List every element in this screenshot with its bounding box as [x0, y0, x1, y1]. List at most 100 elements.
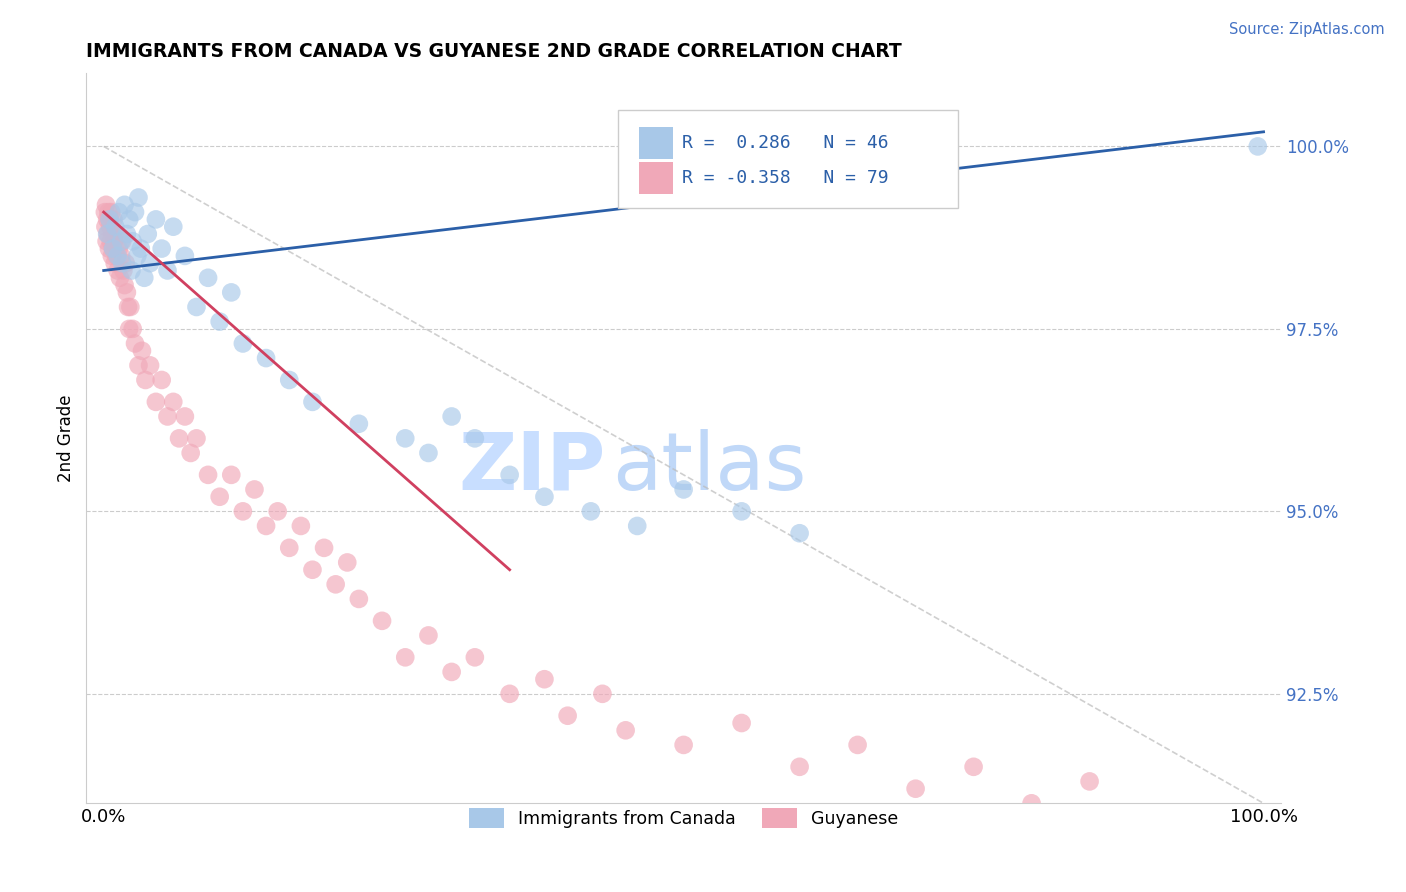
Point — [418, 446, 440, 460]
Point — [139, 359, 162, 373]
Point — [789, 526, 811, 541]
Point — [115, 285, 138, 300]
Point — [131, 343, 153, 358]
Point — [136, 227, 159, 241]
Point — [464, 650, 486, 665]
Point — [180, 446, 202, 460]
Point — [94, 219, 117, 234]
Point — [186, 431, 208, 445]
Text: ZIP: ZIP — [458, 428, 606, 507]
Text: R = -0.358   N = 79: R = -0.358 N = 79 — [682, 169, 889, 186]
Point — [533, 490, 555, 504]
Point — [394, 650, 416, 665]
Point — [107, 263, 129, 277]
Point — [197, 270, 219, 285]
Point — [626, 519, 648, 533]
Point — [104, 256, 127, 270]
Point — [103, 235, 125, 249]
Point — [121, 235, 143, 249]
Point — [301, 563, 323, 577]
Point — [97, 227, 120, 241]
Point — [114, 198, 136, 212]
FancyBboxPatch shape — [617, 110, 959, 209]
Point — [97, 242, 120, 256]
Point — [118, 322, 141, 336]
Point — [312, 541, 335, 555]
Point — [557, 708, 579, 723]
Point — [98, 219, 121, 234]
Point — [498, 467, 520, 482]
Point — [114, 278, 136, 293]
Point — [290, 519, 312, 533]
Point — [103, 212, 125, 227]
Point — [1078, 774, 1101, 789]
Point — [117, 300, 139, 314]
Point — [150, 373, 173, 387]
Point — [118, 212, 141, 227]
Point — [101, 242, 124, 256]
Point — [1021, 797, 1043, 811]
Point — [336, 556, 359, 570]
Point — [278, 373, 301, 387]
Point — [124, 336, 146, 351]
Point — [347, 417, 370, 431]
Point — [96, 227, 118, 241]
Point — [347, 591, 370, 606]
Point — [121, 263, 143, 277]
Point — [162, 395, 184, 409]
Point — [173, 249, 195, 263]
Point — [394, 431, 416, 445]
Point — [127, 359, 149, 373]
Point — [418, 628, 440, 642]
Text: Source: ZipAtlas.com: Source: ZipAtlas.com — [1229, 22, 1385, 37]
Point — [440, 832, 463, 847]
Point — [156, 263, 179, 277]
Point — [498, 687, 520, 701]
Point — [110, 249, 132, 263]
Point — [266, 504, 288, 518]
Text: IMMIGRANTS FROM CANADA VS GUYANESE 2ND GRADE CORRELATION CHART: IMMIGRANTS FROM CANADA VS GUYANESE 2ND G… — [86, 42, 903, 61]
Point — [107, 242, 129, 256]
Point — [104, 227, 127, 241]
Point — [232, 336, 254, 351]
Point — [672, 483, 695, 497]
Point — [208, 490, 231, 504]
Point — [440, 409, 463, 424]
Point — [173, 409, 195, 424]
Point — [121, 322, 143, 336]
Point — [962, 760, 984, 774]
Point — [371, 614, 394, 628]
Point — [156, 409, 179, 424]
Point — [112, 263, 135, 277]
Point — [107, 249, 129, 263]
Point — [111, 256, 134, 270]
Point — [98, 212, 121, 227]
Point — [254, 351, 277, 365]
Point — [100, 205, 122, 219]
Point — [114, 256, 136, 270]
Point — [115, 227, 138, 241]
Point — [672, 738, 695, 752]
Point — [208, 315, 231, 329]
Point — [96, 235, 118, 249]
Point — [107, 205, 129, 219]
Point — [100, 235, 122, 249]
Point — [94, 205, 117, 219]
Point — [232, 504, 254, 518]
Point — [243, 483, 266, 497]
Point — [440, 665, 463, 679]
Point — [789, 760, 811, 774]
Point — [127, 249, 149, 263]
Point — [124, 205, 146, 219]
Point — [111, 235, 134, 249]
Point — [101, 227, 124, 241]
Point — [167, 431, 190, 445]
Point — [1247, 139, 1270, 153]
Point — [301, 395, 323, 409]
Point — [98, 212, 121, 227]
Point — [96, 212, 118, 227]
Point — [219, 467, 242, 482]
Text: R =  0.286   N = 46: R = 0.286 N = 46 — [682, 134, 889, 152]
Point — [127, 190, 149, 204]
Point — [139, 256, 162, 270]
